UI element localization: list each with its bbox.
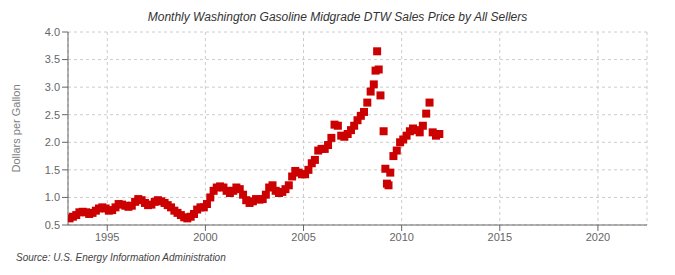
svg-text:3.5: 3.5 [45, 53, 60, 65]
svg-text:2.5: 2.5 [45, 109, 60, 121]
svg-text:1.5: 1.5 [45, 164, 60, 176]
svg-text:2010: 2010 [389, 231, 413, 243]
html-text:Monthly Washington Gasoline Mi: Monthly Washington Gasoline Midgrade DTW… [147, 10, 528, 24]
svg-text:2015: 2015 [488, 231, 512, 243]
svg-text:2020: 2020 [586, 231, 610, 243]
svg-text:2005: 2005 [291, 231, 315, 243]
svg-text:0.5: 0.5 [45, 219, 60, 231]
svg-text:2.0: 2.0 [45, 136, 60, 148]
svg-text:1.0: 1.0 [45, 191, 60, 203]
html-text:Source: U.S. Energy Informatio: Source: U.S. Energy Information Administ… [16, 252, 226, 263]
svg-text:2000: 2000 [193, 231, 217, 243]
svg-text:1995: 1995 [95, 231, 119, 243]
svg-text:Dollars per Gallon: Dollars per Gallon [10, 84, 22, 172]
svg-text:3.0: 3.0 [45, 81, 60, 93]
svg-text:4.0: 4.0 [45, 26, 60, 38]
